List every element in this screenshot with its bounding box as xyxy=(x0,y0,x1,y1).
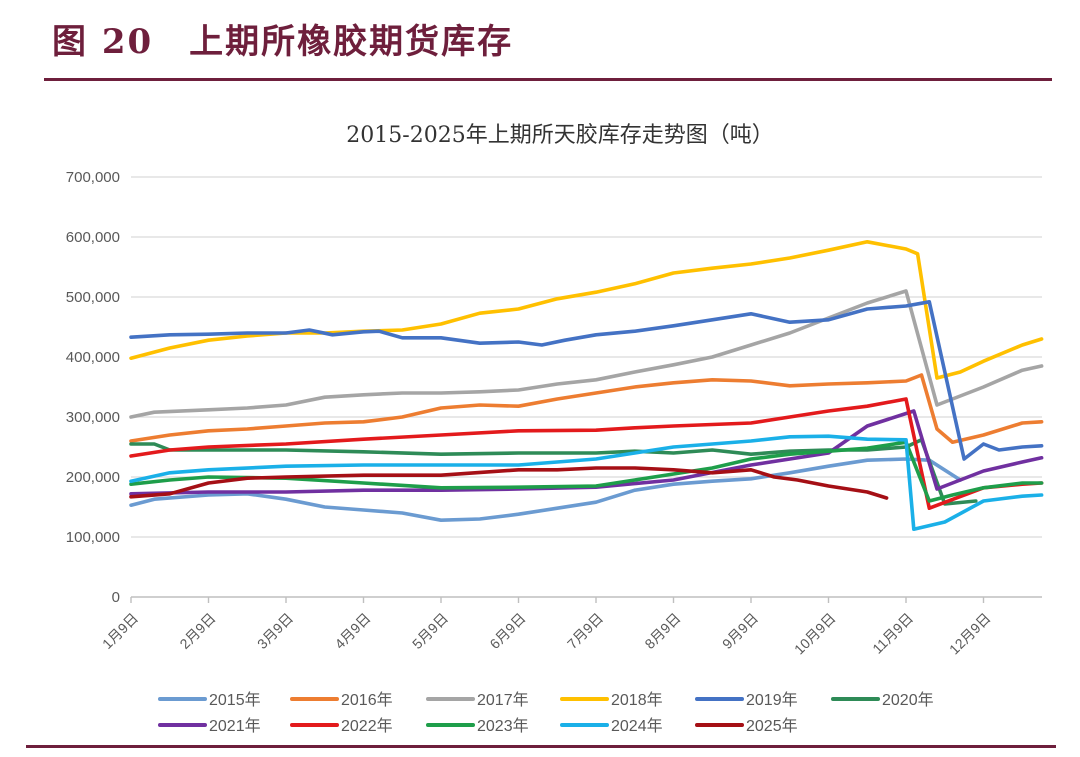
legend-item-2019: 2019年 xyxy=(695,691,798,709)
series-line-2025 xyxy=(129,466,889,500)
y-tick-label: 300,000 xyxy=(66,409,120,426)
x-tick-label: 6月9日 xyxy=(486,610,528,652)
y-tick-label: 200,000 xyxy=(66,469,120,486)
legend-label: 2024年 xyxy=(611,717,663,735)
legend-item-2024: 2024年 xyxy=(560,717,663,735)
x-tick-label: 8月9日 xyxy=(641,610,683,652)
legend-label: 2017年 xyxy=(477,691,529,709)
series-line-2020 xyxy=(129,438,978,506)
figure-number: 图 20 xyxy=(52,22,154,62)
legend: 2015年 2016年 2017年 2018年 2019年 2020年 2021年 2022年… xyxy=(158,691,934,735)
x-tick-label: 7月9日 xyxy=(564,610,606,652)
legend-label: 2019年 xyxy=(746,691,798,709)
x-tick-label: 11月9日 xyxy=(869,610,916,657)
legend-label: 2025年 xyxy=(746,717,798,735)
legend-label: 2015年 xyxy=(209,691,261,709)
x-axis-ticks: 1月9日 2月9日 3月9日 4月9日 5月9日 6月9日 7月9日 8月9日 9月9日 10月9… xyxy=(99,597,994,657)
top-divider xyxy=(44,78,1052,81)
y-axis-ticks: 0 100,000 200,000 300,000 400,000 500,000 600,… xyxy=(66,169,120,606)
x-tick-label: 5月9日 xyxy=(409,610,451,652)
x-tick-label: 4月9日 xyxy=(331,610,373,652)
chart-title: 2015-2025年上期所天胶库存走势图（吨） xyxy=(346,123,773,148)
legend-item-2017: 2017年 xyxy=(426,691,529,709)
legend-label: 2018年 xyxy=(611,691,663,709)
bottom-divider xyxy=(26,745,1056,748)
legend-label: 2021年 xyxy=(209,717,261,735)
y-tick-label: 100,000 xyxy=(66,529,120,546)
series-line-2024 xyxy=(129,434,1044,531)
legend-item-2021: 2021年 xyxy=(158,717,261,735)
series-line-2017 xyxy=(129,289,1044,419)
x-tick-label: 10月9日 xyxy=(791,610,839,658)
series-line-2019 xyxy=(129,300,1044,461)
legend-label: 2020年 xyxy=(882,691,934,709)
legend-label: 2023年 xyxy=(477,717,529,735)
x-tick-label: 12月9日 xyxy=(946,610,994,658)
y-tick-label: 0 xyxy=(112,589,120,606)
legend-label: 2022年 xyxy=(341,717,393,735)
series-lines xyxy=(129,240,1044,531)
y-tick-label: 600,000 xyxy=(66,229,120,246)
figure-caption: 上期所橡胶期货库存 xyxy=(189,22,514,62)
legend-item-2016: 2016年 xyxy=(290,691,393,709)
legend-item-2018: 2018年 xyxy=(560,691,663,709)
x-tick-label: 9月9日 xyxy=(719,610,761,652)
series-line-2023 xyxy=(129,440,1044,503)
legend-item-2025: 2025年 xyxy=(695,717,798,735)
legend-item-2022: 2022年 xyxy=(290,717,393,735)
gridlines xyxy=(131,176,1042,598)
y-tick-label: 400,000 xyxy=(66,349,120,366)
legend-item-2020: 2020年 xyxy=(831,691,934,709)
x-tick-label: 3月9日 xyxy=(254,610,296,652)
x-tick-label: 1月9日 xyxy=(99,610,141,652)
series-line-2016 xyxy=(129,373,1044,444)
y-tick-label: 700,000 xyxy=(66,169,120,186)
series-line-2015 xyxy=(129,457,963,522)
legend-item-2023: 2023年 xyxy=(426,717,529,735)
figure-title: 图 20 上期所橡胶期货库存 xyxy=(52,14,513,63)
legend-item-2015: 2015年 xyxy=(158,691,261,709)
series-line-2022 xyxy=(129,397,1044,510)
legend-label: 2016年 xyxy=(341,691,393,709)
y-tick-label: 500,000 xyxy=(66,289,120,306)
x-tick-label: 2月9日 xyxy=(176,610,218,652)
